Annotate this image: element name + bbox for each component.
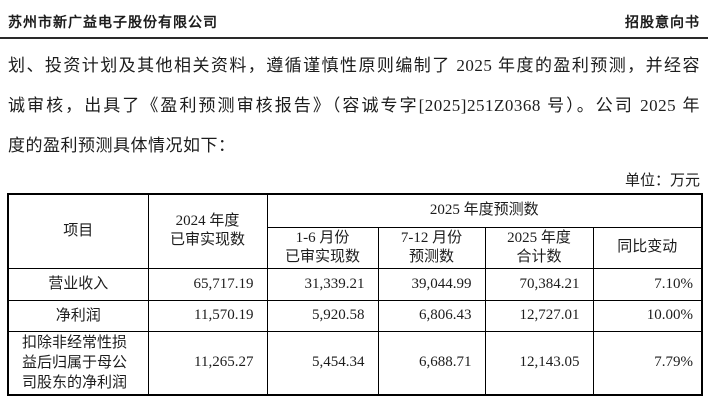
cell-total-2025: 12,143.05	[484, 330, 594, 396]
cell-yoy: 7.10%	[592, 267, 703, 301]
profit-forecast-table: 项目 2024 年度 已审实现数 2025 年度预测数 1-6 月份 已审实现数…	[7, 193, 704, 396]
cell-h1-2025: 5,454.34	[266, 330, 379, 396]
cell-h2-2025: 39,044.99	[377, 267, 486, 301]
page-header: 苏州市新广益电子股份有限公司 招股意向书	[0, 0, 708, 39]
row-label: 扣除非经常性损益后归属于母公司股东的净利润	[7, 330, 149, 396]
header-cell-item: 项目	[7, 193, 149, 269]
header-cell-h1-2025: 1-6 月份 已审实现数	[266, 226, 379, 269]
header-cell-yoy: 同比变动	[592, 226, 703, 269]
header-cell-total-2025: 2025 年度 合计数	[484, 226, 594, 269]
doc-type-label: 招股意向书	[625, 16, 700, 31]
cell-h1-2025: 31,339.21	[266, 267, 379, 301]
row-label: 净利润	[7, 299, 149, 332]
body-paragraph: 划、投资计划及其他相关资料，遵循谨慎性原则编制了 2025 年度的盈利预测，并经…	[8, 46, 700, 166]
header-cell-actual-2024: 2024 年度 已审实现数	[147, 193, 268, 269]
table-row-net-profit: 净利润 11,570.19 5,920.58 6,806.43 12,727.0…	[7, 299, 703, 332]
cell-actual-2024: 11,570.19	[147, 299, 268, 332]
cell-total-2025: 12,727.01	[484, 299, 594, 332]
unit-note: 单位：万元	[624, 173, 700, 189]
row-label: 营业收入	[7, 267, 149, 301]
cell-total-2025: 70,384.21	[484, 267, 594, 301]
header-cell-forecast-group: 2025 年度预测数	[266, 193, 703, 228]
table-row-revenue: 营业收入 65,717.19 31,339.21 39,044.99 70,38…	[7, 267, 703, 301]
paragraph-line-2: 诚审核，出具了《盈利预测审核报告》（容诚专字[2025]251Z0368 号）。…	[8, 96, 700, 115]
table-header-row-sub: 1-6 月份 已审实现数 7-12 月份 预测数 2025 年度 合计数 同比变…	[8, 226, 703, 269]
header-cell-h2-2025: 7-12 月份 预测数	[377, 226, 486, 269]
cell-actual-2024: 11,265.27	[147, 330, 268, 396]
table-header-row-top: 项目 2024 年度 已审实现数 2025 年度预测数	[7, 193, 703, 269]
company-name: 苏州市新广益电子股份有限公司	[8, 16, 218, 31]
cell-yoy: 7.79%	[592, 330, 703, 396]
cell-h1-2025: 5,920.58	[266, 299, 379, 332]
cell-actual-2024: 65,717.19	[147, 267, 268, 301]
cell-yoy: 10.00%	[592, 299, 703, 332]
cell-h2-2025: 6,688.71	[377, 330, 486, 396]
cell-h2-2025: 6,806.43	[377, 299, 486, 332]
paragraph-line-3: 度的盈利预测具体情况如下：	[8, 136, 236, 155]
paragraph-line-1: 划、投资计划及其他相关资料，遵循谨慎性原则编制了 2025 年度的盈利预测，并经…	[8, 56, 700, 75]
table-row-deducted-net-profit: 扣除非经常性损益后归属于母公司股东的净利润 11,265.27 5,454.34…	[7, 330, 703, 396]
